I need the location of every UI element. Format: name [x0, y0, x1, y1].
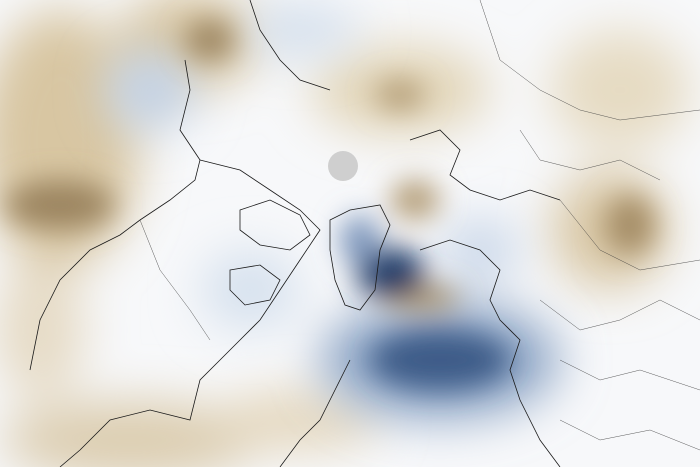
anomaly-cores	[5, 20, 655, 390]
pole-hole	[328, 151, 358, 181]
borders	[139, 0, 700, 451]
coastlines	[29, 0, 561, 467]
